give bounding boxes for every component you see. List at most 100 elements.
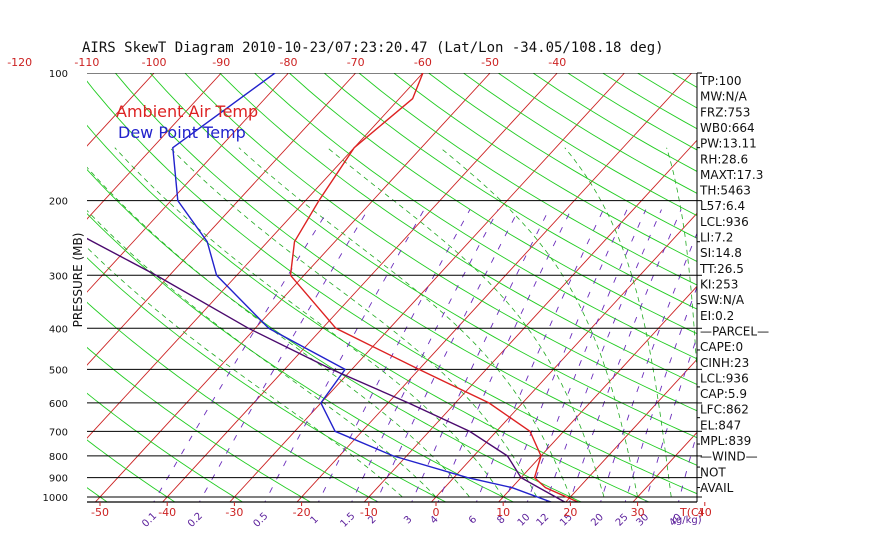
pressure-tick-label: 600 xyxy=(49,399,68,410)
legend: Ambient Air Temp Dew Point Temp xyxy=(116,102,258,142)
moist-adiabats xyxy=(87,147,697,498)
temp-tick-label: 30 xyxy=(631,506,645,519)
moist-adiabat-line xyxy=(327,147,605,498)
mixing-ratio-label: 0.2 xyxy=(186,511,205,530)
mixing-ratio-line xyxy=(624,285,697,502)
index-label: EL:847 xyxy=(700,418,741,432)
mixing-ratio-line xyxy=(198,209,369,502)
pressure-tick-label: 800 xyxy=(49,452,68,463)
isotherm-line xyxy=(87,73,357,366)
isotherm-line xyxy=(0,73,20,506)
mixing-ratio-label: 1.5 xyxy=(339,511,358,530)
top-temp-tick-label: -80 xyxy=(279,56,297,69)
parcel-line xyxy=(87,237,566,502)
mixing-ratio-unit-label: (g/kg) xyxy=(672,515,702,526)
dry-adiabat-line xyxy=(87,80,697,495)
legend-dew-point-temp: Dew Point Temp xyxy=(118,123,246,142)
index-label: LFC:862 xyxy=(700,403,749,417)
background-lines xyxy=(0,73,870,506)
top-temp-tick-label: -90 xyxy=(212,56,230,69)
mixing-ratio-lines xyxy=(153,209,697,502)
moist-adiabat-line xyxy=(87,166,470,498)
temp-tick-label: -30 xyxy=(225,506,243,519)
mixing-ratio-label: 25 xyxy=(614,512,631,529)
mixing-ratio-line xyxy=(411,209,550,502)
mixing-ratio-label: 12 xyxy=(535,512,552,529)
temp-tick-label: 40 xyxy=(698,506,712,519)
isotherm-line xyxy=(831,73,870,506)
isotherm-line xyxy=(764,73,870,506)
isotherm-line xyxy=(87,73,289,293)
isotherm-line xyxy=(632,431,697,502)
pressure-tick-label: 200 xyxy=(49,197,68,208)
isobars xyxy=(87,73,697,498)
mixing-ratio-line xyxy=(153,209,329,502)
dry-adiabat-line xyxy=(323,73,697,310)
y-axis-label: PRESSURE (MB) xyxy=(71,233,85,328)
dew-point-temp-line xyxy=(172,73,553,502)
index-label: AVAIL xyxy=(700,481,734,495)
temp-tick-label: 0 xyxy=(433,506,440,519)
mixing-ratio-line xyxy=(600,232,697,502)
dry-adiabat-line xyxy=(87,257,447,502)
temp-tick-label: -40 xyxy=(158,506,176,519)
index-label: TH:5463 xyxy=(699,184,751,198)
axes xyxy=(87,72,706,506)
dry-adiabat-line xyxy=(0,73,45,506)
dry-adiabat-line xyxy=(254,73,697,360)
dry-adiabat-line xyxy=(87,487,108,502)
mixing-ratio-line xyxy=(264,209,425,502)
index-label: NOT xyxy=(700,465,726,479)
mixing-ratio-line xyxy=(317,209,471,502)
mixing-ratio-line xyxy=(351,209,499,502)
mixing-ratio-label: 0.5 xyxy=(252,511,271,530)
chart-title: AIRS SkewT Diagram 2010-10-23/07:23:20.4… xyxy=(82,40,664,56)
pressure-tick-label: 500 xyxy=(49,365,68,376)
moist-adiabat-line xyxy=(87,247,403,498)
top-temp-tick-label: -70 xyxy=(347,56,365,69)
isotherm-line xyxy=(229,73,625,502)
index-label: CAPE:0 xyxy=(700,340,743,354)
dry-adiabat-line xyxy=(87,346,312,502)
mixing-ratio-label: 0.1 xyxy=(140,511,159,530)
top-temp-tick-label: -100 xyxy=(142,56,167,69)
temp-tick-label: -50 xyxy=(91,506,109,519)
pressure-tick-label: 900 xyxy=(49,474,68,485)
index-label: TT:26.5 xyxy=(699,262,744,276)
dry-adiabat-line xyxy=(777,73,870,506)
isotherm-line xyxy=(87,73,222,220)
dry-adiabat-line xyxy=(149,73,697,439)
dry-adiabat-line xyxy=(428,73,697,239)
temp-tick-label: -10 xyxy=(360,506,378,519)
isotherm-line xyxy=(94,73,491,502)
isotherm-line xyxy=(497,285,697,502)
index-label: SW:N/A xyxy=(700,293,745,307)
dry-adiabat-line xyxy=(184,73,697,412)
index-label: SI:14.8 xyxy=(700,246,742,260)
isotherms xyxy=(0,73,870,506)
tick-labels: 0.1 0.2 0.5 1 1.5 2 3 4 6 8 10 12 15 20 25 30 40(g/kg)10… xyxy=(7,56,712,530)
pressure-tick-label: 1000 xyxy=(43,493,68,504)
pressure-tick-label: 300 xyxy=(49,271,68,282)
index-label: MPL:839 xyxy=(700,434,751,448)
index-label: PW:13.11 xyxy=(700,137,757,151)
mixing-ratio-line xyxy=(437,209,572,502)
moist-adiabat-line xyxy=(169,147,538,498)
isotherm-line xyxy=(87,73,155,147)
dry-adiabat-line xyxy=(289,73,697,335)
sounding-profiles xyxy=(87,73,580,502)
index-label: WB0:664 xyxy=(700,121,755,135)
index-label: FRZ:753 xyxy=(700,105,750,119)
legend-ambient-air-temp: Ambient Air Temp xyxy=(116,102,258,121)
dry-adiabat-line xyxy=(742,73,870,506)
top-temp-tick-label: -120 xyxy=(7,56,32,69)
index-label: —PARCEL— xyxy=(700,325,769,339)
moist-adiabat-line xyxy=(666,147,697,379)
index-label: LCL:936 xyxy=(700,371,749,385)
isotherm-line xyxy=(296,73,693,502)
index-label: CINH:23 xyxy=(700,356,749,370)
dry-adiabat-line xyxy=(393,73,697,262)
moist-adiabat-line xyxy=(564,147,672,498)
mixing-ratio-label: 10 xyxy=(516,512,533,529)
